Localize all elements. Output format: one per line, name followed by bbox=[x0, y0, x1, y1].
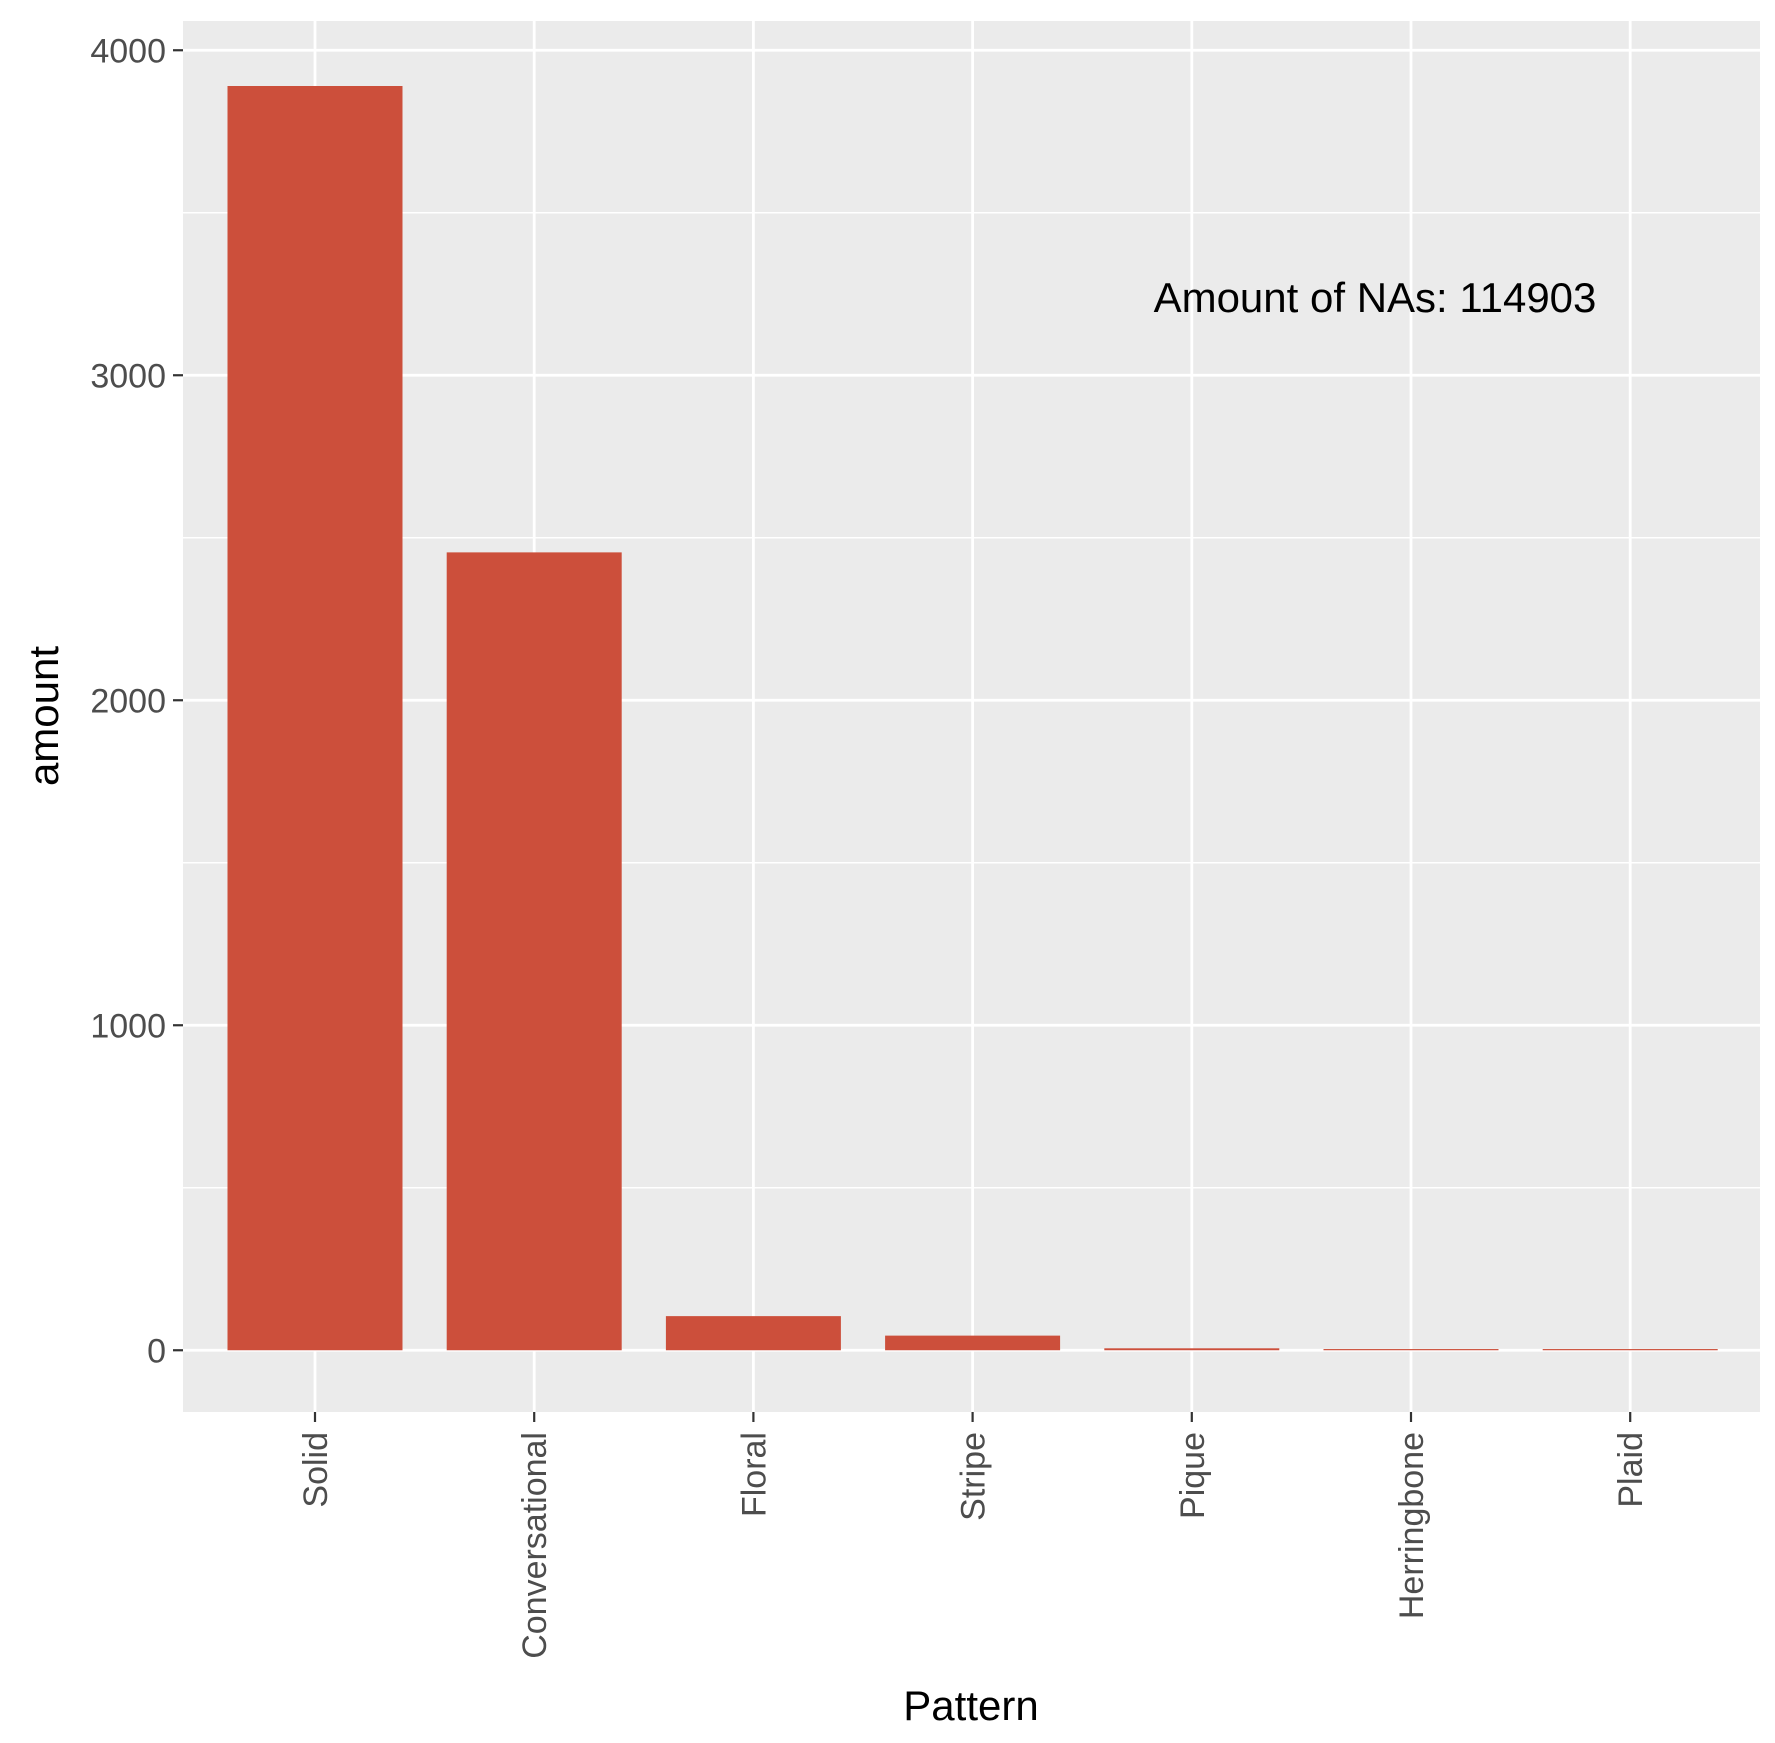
x-axis: Solid Conversational Floral Stripe Pique Herr… bbox=[297, 1412, 1650, 1659]
x-tick-label-stripe: Stripe bbox=[955, 1432, 993, 1521]
x-axis-title: Pattern bbox=[903, 1682, 1038, 1729]
x-tick-label-herringbone: Herringbone bbox=[1393, 1432, 1431, 1619]
y-tick-label: 1000 bbox=[90, 1007, 166, 1045]
x-tick-label-conversational: Conversational bbox=[516, 1432, 554, 1659]
bar-stripe bbox=[885, 1335, 1061, 1351]
x-tick-label-solid: Solid bbox=[297, 1432, 335, 1508]
bar-herringbone bbox=[1323, 1349, 1499, 1351]
y-tick-label: 3000 bbox=[90, 357, 166, 395]
x-tick-label-pique: Pique bbox=[1174, 1432, 1212, 1519]
y-axis-title: amount bbox=[20, 646, 67, 786]
bar-conversational bbox=[446, 552, 622, 1351]
bar-pique bbox=[1104, 1348, 1280, 1351]
na-count-annotation: Amount of NAs: 114903 bbox=[1154, 274, 1597, 321]
bar-plaid bbox=[1542, 1349, 1718, 1351]
bar-floral bbox=[665, 1316, 841, 1351]
y-axis: 0 1000 2000 3000 4000 bbox=[90, 32, 183, 1370]
y-tick-label: 4000 bbox=[90, 32, 166, 70]
y-tick-label: 2000 bbox=[90, 682, 166, 720]
bar-solid bbox=[227, 86, 403, 1351]
x-tick-label-floral: Floral bbox=[735, 1432, 773, 1517]
bars bbox=[227, 86, 1718, 1351]
y-tick-label: 0 bbox=[147, 1332, 166, 1370]
x-tick-label-plaid: Plaid bbox=[1612, 1432, 1650, 1508]
